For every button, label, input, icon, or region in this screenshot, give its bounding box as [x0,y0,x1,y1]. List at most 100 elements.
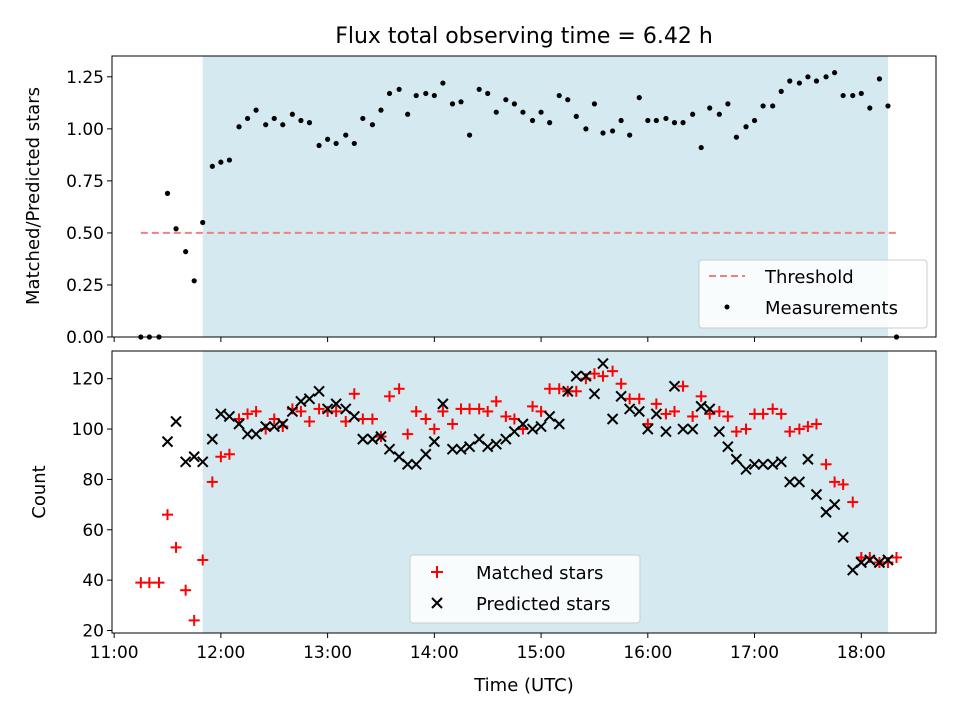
bottom-panel: 20 40 60 80 100 120 11:00 12:00 13:00 14:00 15:00… [29,350,937,696]
matched-star-point [295,405,307,417]
y-tick-label: 0.75 [66,172,104,192]
measurement-point [405,111,411,117]
top-axes-frame [111,55,937,338]
predicted-star-point [410,458,422,471]
top-x-ticks [113,337,862,342]
measurement-point [876,76,883,82]
measurement-point [253,107,259,113]
predicted-star-point [882,554,894,566]
measurement-point [636,95,642,101]
predicted-star-point [170,415,182,428]
predicted-star-point [748,458,761,471]
measurement-point [236,124,242,130]
matched-star-point [668,405,680,417]
measurement-point [173,226,179,232]
predicted-star-point [303,393,316,405]
y-tick-label: 0.25 [66,276,104,296]
predicted-star-point [802,453,814,465]
measurement-point [805,74,811,80]
measurement-point [813,78,820,84]
predicted-star-point [730,453,743,465]
predicted-star-point [383,443,396,455]
matched-star-point [420,413,432,425]
matched-star-point [188,614,200,626]
measurement-point [520,109,526,115]
measurement-point [413,92,419,99]
measurement-point [573,113,579,119]
measurement-point [386,90,393,97]
matched-star-point [633,393,645,405]
matched-star-point [393,383,405,395]
measurement-point [627,132,633,138]
predicted-star-point [330,398,342,410]
bottom-y-ticks: 20 40 60 80 100 120 [72,370,112,641]
measurement-point [787,78,793,84]
bottom-y-axis-label: Count [29,465,50,518]
matched-star-point [597,370,609,382]
predicted-star-point [864,554,876,566]
y-tick-label: 1.25 [66,68,104,88]
measurement-point [360,115,366,122]
matched-star-point [162,509,174,521]
chart-title: Flux total observing time = 6.42 h [335,24,713,49]
predicted-star-point [348,410,360,423]
bottom-legend: Matched stars Predicted stars [409,554,641,624]
matched-star-point [837,478,849,490]
top-y-ticks: 0.00 0.25 0.50 0.75 1.00 1.25 [66,68,112,348]
matched-star-point [722,410,734,422]
measurement-point [591,101,598,107]
matched-star-point [170,541,182,553]
matched-star-point [500,410,512,422]
measurement-point [396,86,402,92]
measurement-point [671,120,678,126]
predicted-star-point [286,405,299,418]
measurement-point [867,105,873,111]
predicted-star-point [810,488,823,501]
measurement-point [529,117,536,124]
x-tick-label: 14:00 [410,643,459,663]
matched-star-point [607,365,619,377]
predicted-star-point [757,458,769,471]
predicted-star-point [793,476,806,488]
x-tick-label: 13:00 [303,643,352,663]
matched-star-point [757,408,769,420]
measurement-point [333,140,339,147]
legend-predicted-label: Predicted stars [476,594,610,615]
measurement-point [183,249,189,255]
predicted-star-point [775,456,787,468]
matched-star-point [660,408,672,420]
measurement-point [680,120,686,126]
measurement-point [725,101,731,107]
matched-star-point [482,405,494,417]
matched-star-point [730,426,742,438]
predicted-star-point [650,408,663,420]
predicted-star-point [623,403,636,415]
matched-star-point [303,416,315,427]
predicted-star-point [179,456,192,468]
measurement-point [271,115,277,122]
matched-star-point [348,388,360,400]
measurement-point [200,219,206,226]
predicted-star-point [570,370,583,382]
predicted-star-point [543,410,556,423]
measurement-point [778,88,784,94]
predicted-star-point [268,420,280,433]
predicted-star-point [482,440,494,453]
matched-star-point [437,405,449,417]
measurement-point [369,122,376,128]
matched-star-point [767,403,779,415]
predicted-star-point [437,398,449,410]
matched-star-point [473,403,485,415]
measurement-point [209,163,215,169]
predicted-star-point [313,385,325,397]
measurement-point [645,117,651,124]
matched-star-point [847,496,859,508]
matched-star-point [740,423,752,435]
predicted-legend-swatch [431,597,443,609]
measurement-point [476,86,482,92]
measurement-point [458,99,464,105]
top-y-axis-label: Matched/Predicted stars [23,87,44,305]
matched-star-point [588,368,600,380]
predicted-star-point [259,420,272,433]
predicted-star-point [695,400,707,413]
